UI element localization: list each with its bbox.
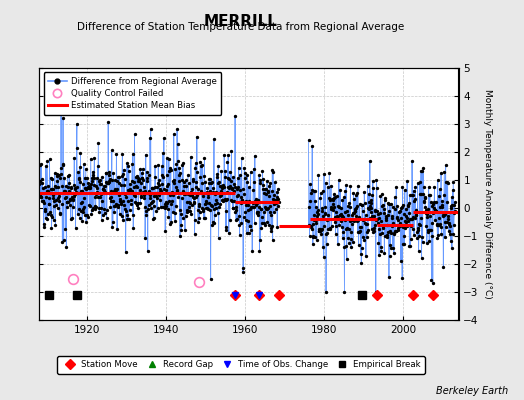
Legend: Station Move, Record Gap, Time of Obs. Change, Empirical Break: Station Move, Record Gap, Time of Obs. C… [57, 356, 425, 374]
Text: Difference of Station Temperature Data from Regional Average: Difference of Station Temperature Data f… [78, 22, 405, 32]
Y-axis label: Monthly Temperature Anomaly Difference (°C): Monthly Temperature Anomaly Difference (… [483, 89, 492, 299]
Text: Berkeley Earth: Berkeley Earth [436, 386, 508, 396]
Text: MERRILL: MERRILL [204, 14, 278, 29]
Legend: Difference from Regional Average, Quality Control Failed, Estimated Station Mean: Difference from Regional Average, Qualit… [43, 72, 221, 115]
